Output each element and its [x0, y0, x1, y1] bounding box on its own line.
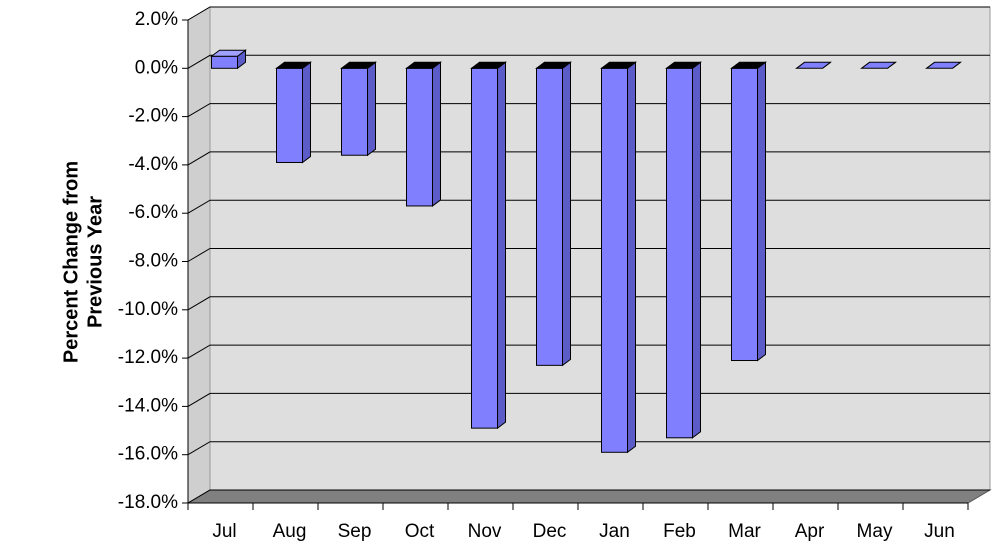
x-tick-label: May [857, 521, 893, 542]
x-tick-label: Mar [728, 521, 761, 542]
grid-line [187, 392, 990, 407]
grid-line [187, 151, 990, 166]
bar-top [730, 61, 767, 69]
bar [471, 67, 498, 429]
bar [406, 67, 433, 207]
bar-top [275, 61, 312, 69]
bar-side [692, 61, 701, 439]
grid-line [187, 54, 990, 69]
bar-side [302, 61, 311, 164]
y-tick-label: -12.0% [118, 347, 178, 368]
bar [341, 67, 368, 156]
floor [186, 489, 992, 504]
bar-top [860, 61, 897, 69]
bar [276, 67, 303, 163]
x-tick-label: Sep [338, 521, 372, 542]
bar [601, 67, 628, 453]
bar [536, 67, 563, 366]
bar-side [562, 61, 571, 367]
grid-line [187, 199, 990, 214]
bar-top [340, 61, 377, 69]
y-tick-label: -4.0% [128, 154, 178, 175]
x-tick-label: Dec [533, 521, 567, 542]
bar [731, 67, 758, 362]
x-tick-label: Nov [468, 521, 502, 542]
x-tick-label: Jan [599, 521, 630, 542]
bar-side [432, 61, 441, 207]
y-tick-label: -10.0% [118, 299, 178, 320]
x-tick-label: Aug [273, 521, 307, 542]
y-tick-label: -6.0% [128, 202, 178, 223]
bar-side [497, 61, 506, 430]
bar-top [210, 49, 247, 57]
bar-side [367, 61, 376, 157]
bar-side [757, 61, 766, 362]
y-axis-title-line: Percent Change from [60, 161, 82, 363]
grid-line [187, 489, 990, 504]
y-axis-title-line: Previous Year [84, 196, 106, 328]
y-axis-title: Percent Change from Previous Year [60, 161, 106, 363]
bar-side [627, 61, 636, 454]
y-tick-label: -16.0% [118, 444, 178, 465]
bar-top [600, 61, 637, 69]
y-tick-label: -8.0% [128, 251, 178, 272]
bar-top [405, 61, 442, 69]
bar-top [470, 61, 507, 69]
grid-line [187, 296, 990, 311]
bar-top [795, 61, 832, 69]
x-tick-label: Jul [212, 521, 236, 542]
grid-line [187, 6, 990, 21]
bar [666, 67, 693, 439]
x-tick-label: Apr [795, 521, 825, 542]
bar [211, 55, 238, 69]
y-tick-label: 0.0% [135, 57, 178, 78]
grid-line [187, 248, 990, 262]
grid-line [187, 441, 990, 456]
x-tick-label: Feb [663, 521, 696, 542]
grid-line [187, 344, 990, 359]
y-tick-label: -14.0% [118, 395, 178, 416]
grid-line [187, 103, 990, 118]
bar-top [665, 61, 702, 69]
bar-top [925, 61, 962, 69]
y-tick-label: -2.0% [128, 106, 178, 127]
x-tick-label: Oct [405, 521, 435, 542]
bar-top [535, 61, 572, 69]
y-tick-label: 2.0% [135, 9, 178, 30]
y-tick-label: -18.0% [118, 492, 178, 513]
x-tick-label: Jun [924, 521, 955, 542]
